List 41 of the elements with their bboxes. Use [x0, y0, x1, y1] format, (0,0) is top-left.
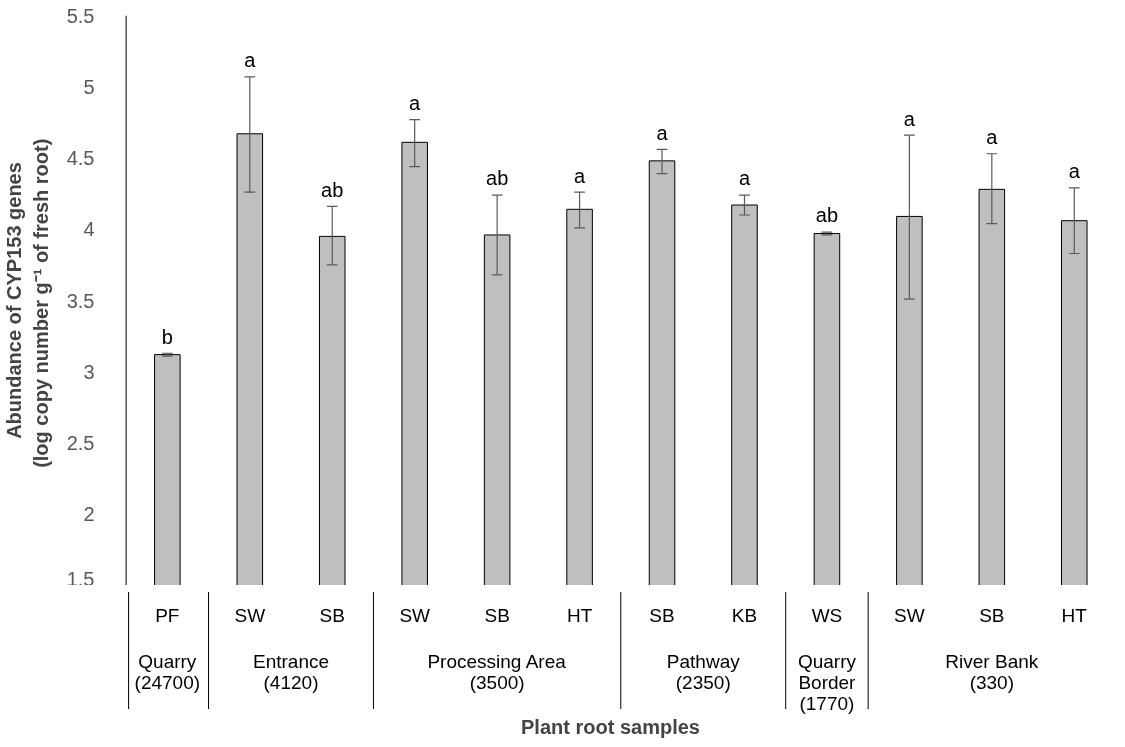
x-tick-label: SB [979, 605, 1005, 626]
y-tick-label: 2 [83, 503, 95, 526]
annotation: a [903, 107, 916, 130]
text: Quarry (24700) [134, 650, 201, 693]
y-tick-label: 1.5 [66, 567, 95, 590]
y-tick-label: 5.5 [66, 4, 95, 27]
annotation: b [161, 325, 173, 348]
x-tick-label: HT [566, 605, 593, 626]
y-tick-label: 5 [83, 75, 95, 98]
y-axis-title: Abundance of CYP153 genes (log copy number g⁻¹ of fresh root) [3, 138, 52, 468]
y-tick-label: 3.5 [66, 289, 95, 312]
y-tick-label: 3 [83, 360, 95, 383]
x-tick-label: HT [1061, 605, 1088, 626]
y-tick-label: 4.5 [66, 147, 95, 169]
x-tick-label: KB [731, 605, 758, 626]
x-tick-label: SW [234, 605, 266, 626]
text: Entrance (4120) [252, 650, 330, 693]
text: River Bank (330) [945, 650, 1039, 693]
annotation: ab [815, 204, 839, 227]
x-tick-label: SB [319, 605, 345, 626]
x-tick-label: SB [649, 605, 675, 626]
x-tick-label: WS [811, 605, 843, 626]
x-axis-title: Plant root samples [521, 715, 700, 738]
x-tick-label: SB [484, 605, 510, 626]
x-tick-label: SW [894, 605, 925, 626]
annotation: a [656, 121, 669, 144]
text: Pathway (2350) [666, 650, 741, 693]
annotation: a [574, 164, 587, 187]
annotation: a [986, 126, 999, 149]
annotation: a [409, 91, 422, 114]
annotation: a [244, 49, 257, 72]
text: Quarry Border (1770) [797, 650, 857, 714]
y-tick-label: 4 [83, 218, 95, 241]
text: Processing Area (3500) [427, 650, 567, 693]
annotation: a [738, 167, 751, 190]
annotation: ab [486, 167, 509, 190]
annotation: a [1068, 160, 1081, 183]
annotation: ab [321, 178, 344, 201]
x-tick-label: SW [399, 605, 431, 626]
x-tick-label: PF [155, 605, 180, 626]
y-tick-label: 2.5 [66, 432, 95, 454]
